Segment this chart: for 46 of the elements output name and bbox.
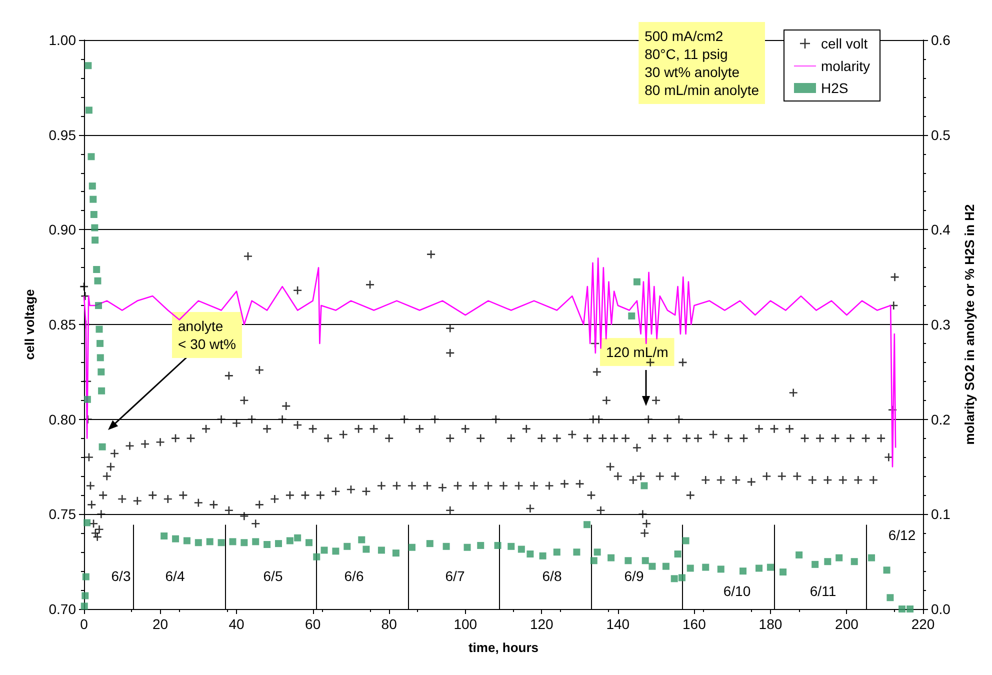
x-tick-label: 140 xyxy=(606,616,630,632)
x-tick-label: 40 xyxy=(228,616,245,632)
y-axis-title: cell voltage xyxy=(22,289,37,360)
annotation: 6/5 xyxy=(263,568,283,584)
annotation: 6/4 xyxy=(165,568,185,584)
y-tick-label: 0.80 xyxy=(48,411,76,428)
x-tick-label: 160 xyxy=(682,616,706,632)
annotation: 6/9 xyxy=(624,568,644,584)
x-tick-label: 60 xyxy=(305,616,321,632)
x-tick-label: 180 xyxy=(758,616,782,632)
x-tick-label: 80 xyxy=(381,616,398,632)
x-axis-title: time, hours xyxy=(468,640,539,655)
y-tick-label: 1.00 xyxy=(48,32,76,48)
x-tick-label: 20 xyxy=(152,616,168,632)
y-tick-label: 0.90 xyxy=(48,222,76,238)
line-series xyxy=(83,257,896,468)
x-tick-label: 120 xyxy=(530,616,554,632)
x-tick-label: 0 xyxy=(80,616,88,632)
x-tick-label: 220 xyxy=(911,616,935,632)
annotation: 6/11 xyxy=(810,583,836,599)
annotation: 6/8 xyxy=(542,568,562,584)
y2-tick-label: 0.0 xyxy=(931,601,951,617)
y2-tick-label: 0.4 xyxy=(931,222,951,238)
y2-tick-label: 0.3 xyxy=(931,316,951,332)
y-tick-label: 0.70 xyxy=(48,601,76,617)
y2-tick-label: 0.2 xyxy=(931,411,951,428)
annotation: 6/3 xyxy=(111,568,131,584)
y2-tick-label: 0.6 xyxy=(931,32,951,48)
annotation: 6/12 xyxy=(888,527,916,543)
legend-label: cell volt xyxy=(820,36,868,52)
x-tick-label: 100 xyxy=(454,616,478,632)
annotation: 6/10 xyxy=(723,583,751,599)
annotation: anolyte < 30 wt% xyxy=(178,318,236,352)
y2-tick-label: 0.1 xyxy=(931,506,951,522)
x-tick-label: 200 xyxy=(835,616,859,632)
y-tick-label: 0.75 xyxy=(48,506,76,522)
y-tick-label: 0.95 xyxy=(48,126,76,143)
y2-axis-title: molarity SO2 in anolyte or % H2S in H2 xyxy=(962,204,977,445)
y2-tick-label: 0.5 xyxy=(931,126,951,143)
legend-label: H2S xyxy=(820,80,848,96)
annotation: 500 mA/cm2 80°C, 11 psig 30 wt% anolyte 80 mL/min anolyte xyxy=(644,28,760,98)
y-tick-label: 0.85 xyxy=(48,316,76,332)
annotation: 6/7 xyxy=(445,568,465,584)
annotation: 120 mL/m xyxy=(606,344,668,360)
legend-label: molarity xyxy=(820,58,870,74)
annotation: 6/6 xyxy=(344,568,364,584)
